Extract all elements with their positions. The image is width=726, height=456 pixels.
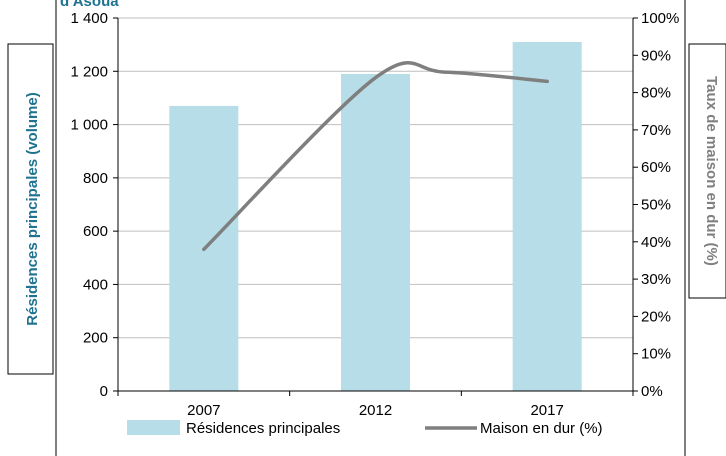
y2-tick-label: 10% bbox=[641, 346, 671, 363]
x-tick-label: 2007 bbox=[187, 402, 220, 419]
y-tick-label: 600 bbox=[83, 223, 108, 240]
y-tick-label: 1 200 bbox=[70, 63, 108, 80]
right-axis-title: Taux de maison en dur (%) bbox=[703, 76, 720, 266]
bar bbox=[341, 73, 410, 391]
left-axis-title-box bbox=[7, 43, 54, 375]
y2-tick-label: 90% bbox=[641, 47, 671, 64]
x-tick-labels: 2007 2012 2017 bbox=[187, 402, 564, 419]
y2-tick-label: 20% bbox=[641, 308, 671, 325]
legend-label-bar: Résidences principales bbox=[186, 420, 340, 437]
y-tick-label: 200 bbox=[83, 330, 108, 347]
bar bbox=[512, 41, 582, 391]
y-tick-label: 1 000 bbox=[70, 117, 108, 134]
y-tick-label: 0 bbox=[100, 383, 108, 400]
y-tick-labels: 0 200 400 600 800 1 000 1 200 1 400 bbox=[70, 10, 108, 400]
legend-label-line: Maison en dur (%) bbox=[480, 420, 603, 437]
y2-tick-label: 40% bbox=[641, 234, 671, 251]
y2-tick-labels: 0% 10% 20% 30% 40% 50% 60% 70% 80% 90% 100% bbox=[641, 10, 679, 400]
y2-tick-label: 80% bbox=[641, 85, 671, 102]
line-series bbox=[202, 61, 549, 252]
legend-swatch-bar bbox=[127, 420, 180, 435]
x-tick-label: 2012 bbox=[359, 402, 392, 419]
bars bbox=[169, 41, 582, 392]
y2-tick-label: 60% bbox=[641, 159, 671, 176]
y2-tick-label: 50% bbox=[641, 197, 671, 214]
y2-tick-label: 70% bbox=[641, 122, 671, 139]
axes bbox=[113, 17, 638, 396]
chart-title-fragment: d'Asoua bbox=[60, 0, 119, 10]
y2-tick-label: 0% bbox=[641, 383, 663, 400]
y-tick-label: 400 bbox=[83, 276, 108, 293]
y-tick-label: 1 400 bbox=[70, 10, 108, 27]
left-axis-title: Résidences principales (volume) bbox=[24, 92, 41, 325]
y2-tick-label: 30% bbox=[641, 271, 671, 288]
right-axis-title-box bbox=[688, 43, 726, 299]
legend: Résidences principales Maison en dur (%) bbox=[127, 420, 603, 437]
x-tick-label: 2017 bbox=[530, 402, 563, 419]
y2-tick-label: 100% bbox=[641, 10, 679, 27]
y-tick-label: 800 bbox=[83, 170, 108, 187]
line-series-path bbox=[202, 61, 549, 252]
